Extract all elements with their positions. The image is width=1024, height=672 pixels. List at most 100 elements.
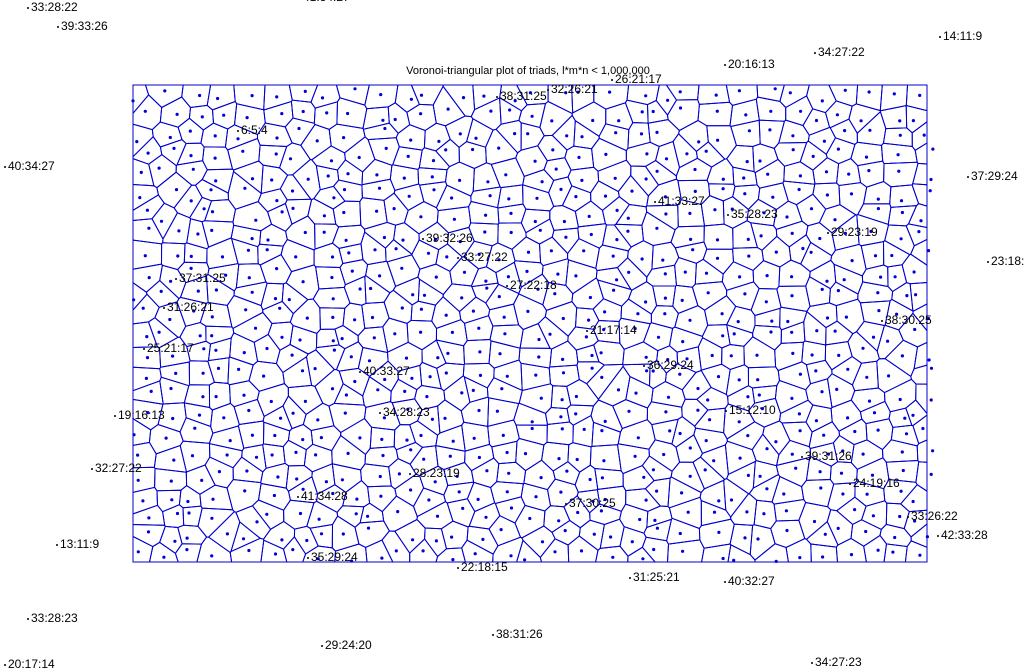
cell xyxy=(851,360,879,392)
cell xyxy=(279,174,312,201)
site xyxy=(403,389,407,393)
cell xyxy=(519,322,551,349)
site xyxy=(704,149,708,153)
site xyxy=(926,249,931,253)
cell xyxy=(177,524,208,545)
cell xyxy=(888,407,913,428)
site xyxy=(721,187,725,191)
site xyxy=(316,418,320,422)
site xyxy=(274,152,278,156)
label-dot xyxy=(409,473,411,475)
site xyxy=(244,308,248,312)
site xyxy=(347,251,351,255)
site xyxy=(146,530,151,534)
cell xyxy=(436,362,465,392)
cell xyxy=(537,316,569,350)
cell xyxy=(835,537,867,563)
site xyxy=(471,388,475,392)
cell xyxy=(696,386,729,411)
site xyxy=(411,293,415,297)
site xyxy=(693,189,697,193)
site xyxy=(746,473,751,477)
site xyxy=(836,526,840,531)
site xyxy=(688,211,692,215)
site xyxy=(903,416,907,420)
site xyxy=(216,366,221,370)
cell xyxy=(879,523,912,548)
site xyxy=(582,427,586,431)
site xyxy=(319,532,324,536)
site xyxy=(273,552,278,556)
site xyxy=(612,288,616,292)
site xyxy=(346,111,350,116)
site xyxy=(350,559,354,563)
cell xyxy=(700,195,725,227)
cell xyxy=(591,421,622,447)
site xyxy=(332,196,336,200)
site xyxy=(553,292,557,296)
cell xyxy=(828,281,859,307)
cell xyxy=(566,404,595,426)
cell xyxy=(750,222,778,251)
triad-label: 15:12:10 xyxy=(729,403,776,417)
site xyxy=(214,395,218,399)
site xyxy=(472,436,476,440)
site xyxy=(172,458,176,462)
cell xyxy=(671,415,697,448)
site xyxy=(303,89,307,93)
site xyxy=(737,89,742,93)
cell xyxy=(282,535,307,563)
cell xyxy=(672,133,698,169)
cell xyxy=(752,324,782,351)
site xyxy=(644,177,648,181)
site xyxy=(797,412,802,416)
site xyxy=(887,374,891,378)
cell xyxy=(494,496,526,524)
triad-label: 34:27:22 xyxy=(818,45,865,59)
site xyxy=(378,274,382,278)
cell xyxy=(336,159,364,186)
label-dot xyxy=(611,79,613,81)
triad-label: 38:31:26 xyxy=(496,627,543,641)
site xyxy=(768,128,772,132)
site xyxy=(587,318,591,322)
site xyxy=(892,92,896,96)
cell xyxy=(229,537,265,563)
site xyxy=(358,436,362,440)
site xyxy=(925,535,930,539)
cell xyxy=(783,161,816,185)
cell xyxy=(488,340,521,369)
site xyxy=(911,499,915,504)
cell xyxy=(732,166,758,188)
cell xyxy=(838,418,868,446)
site xyxy=(774,250,778,254)
site xyxy=(758,159,762,163)
cell xyxy=(230,237,259,265)
cell xyxy=(613,223,645,248)
site xyxy=(536,287,540,291)
site xyxy=(290,353,294,357)
site xyxy=(409,448,413,452)
site xyxy=(317,517,321,521)
cell xyxy=(779,306,808,331)
site xyxy=(190,454,195,458)
cell xyxy=(343,275,367,306)
site xyxy=(747,254,751,258)
site xyxy=(927,358,931,362)
triad-label: 39:33:26 xyxy=(61,19,108,33)
site xyxy=(590,353,594,358)
site xyxy=(305,538,309,543)
site xyxy=(262,374,266,378)
site xyxy=(404,356,409,360)
cell xyxy=(810,543,839,563)
site xyxy=(452,217,456,221)
cell xyxy=(830,243,867,277)
site xyxy=(876,197,880,201)
site xyxy=(270,178,274,182)
site xyxy=(576,90,580,94)
cell xyxy=(437,399,465,434)
site xyxy=(177,229,181,233)
site xyxy=(210,334,214,338)
cell xyxy=(207,357,230,384)
